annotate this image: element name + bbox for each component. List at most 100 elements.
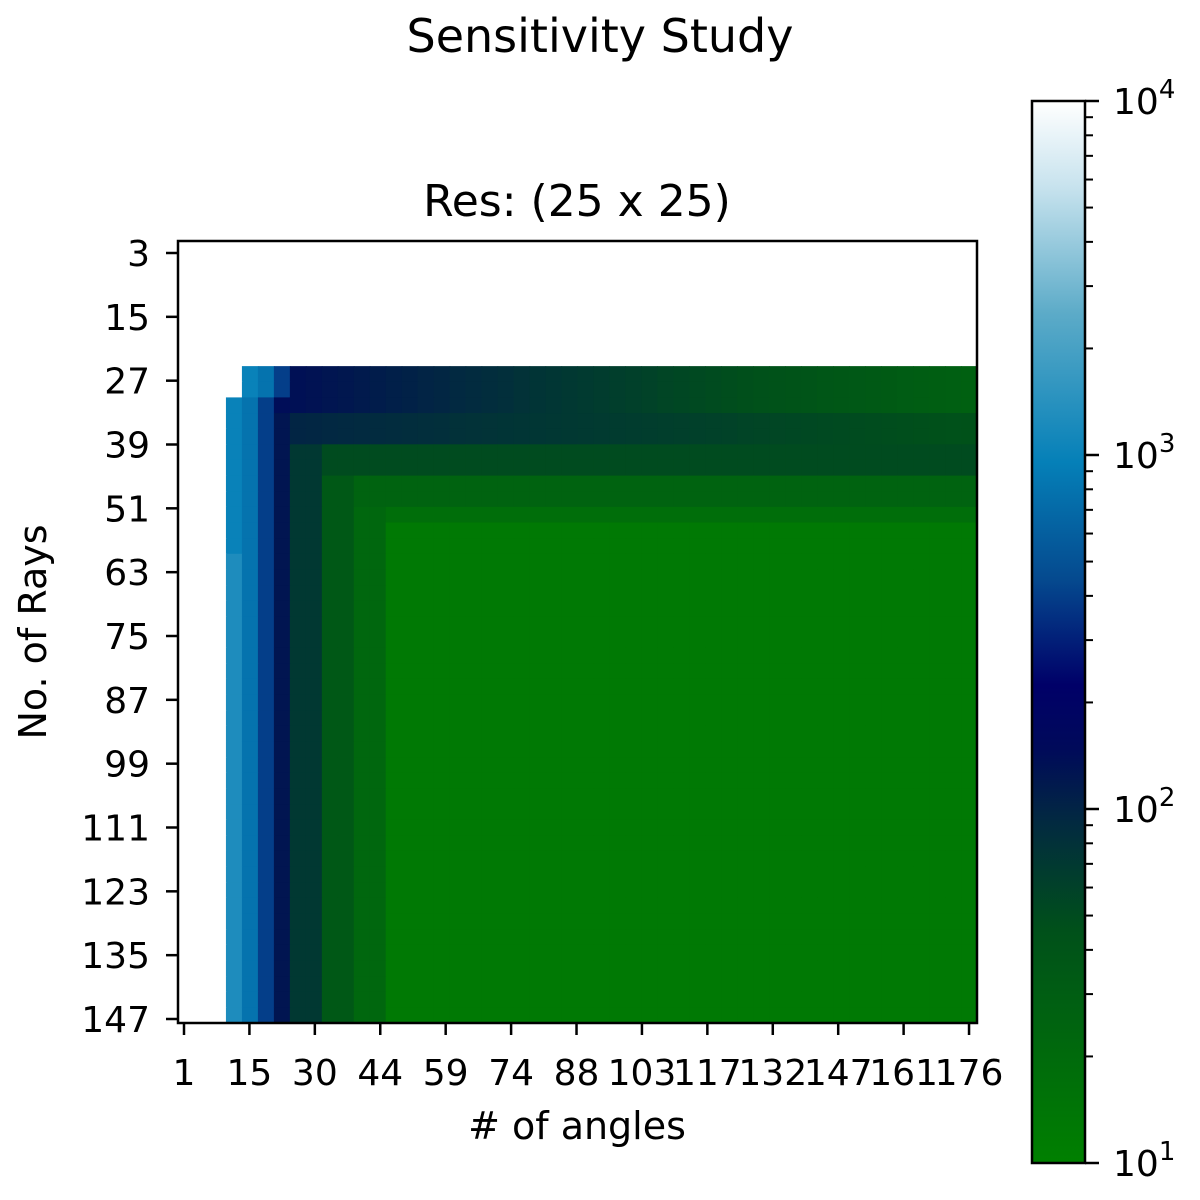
heatmap-cell xyxy=(769,835,786,852)
heatmap-cell xyxy=(657,600,674,617)
heatmap-cell xyxy=(241,569,259,586)
heatmap-cell xyxy=(593,882,611,899)
heatmap-cell xyxy=(513,459,531,477)
heatmap-cell xyxy=(273,475,291,492)
heatmap-cell xyxy=(401,569,419,586)
heatmap-cell xyxy=(961,991,977,1008)
heatmap-cell xyxy=(513,538,531,555)
heatmap-cell xyxy=(625,272,643,289)
heatmap-cell xyxy=(945,897,962,915)
heatmap-cell xyxy=(641,444,658,461)
heatmap-cell xyxy=(881,741,898,758)
heatmap-cell xyxy=(817,256,834,273)
heatmap-cell xyxy=(257,632,275,649)
heatmap-cell xyxy=(193,788,211,805)
heatmap-cell xyxy=(193,256,211,273)
heatmap-cell xyxy=(401,600,419,617)
heatmap-cell xyxy=(401,866,419,883)
heatmap-cell xyxy=(881,444,898,461)
heatmap-cell xyxy=(705,757,722,774)
heatmap-cell xyxy=(513,319,531,336)
heatmap-cell xyxy=(833,694,850,711)
heatmap-cell xyxy=(513,444,531,461)
heatmap-cell xyxy=(257,1007,275,1023)
heatmap-cell xyxy=(481,929,499,946)
heatmap-cell xyxy=(353,819,371,836)
heatmap-cell xyxy=(737,710,754,727)
heatmap-cell xyxy=(625,413,643,430)
heatmap-cell xyxy=(913,850,930,868)
heatmap-cell xyxy=(385,272,403,289)
heatmap-cell xyxy=(609,991,627,1008)
heatmap-cell xyxy=(289,303,307,320)
heatmap-cell xyxy=(881,303,898,320)
heatmap-cell xyxy=(785,913,802,930)
heatmap-cell xyxy=(945,600,962,617)
heatmap-cell xyxy=(193,991,211,1008)
heatmap-cell xyxy=(817,600,834,617)
heatmap-cell xyxy=(913,788,930,805)
heatmap-cell xyxy=(178,835,195,852)
heatmap-cell xyxy=(545,788,563,805)
heatmap-cell xyxy=(753,569,770,586)
heatmap-cell xyxy=(449,788,467,805)
heatmap-cell xyxy=(641,428,658,445)
heatmap-cell xyxy=(801,491,818,508)
heatmap-cell xyxy=(593,569,611,586)
heatmap-cell xyxy=(625,585,643,602)
heatmap-cell xyxy=(961,725,977,743)
heatmap-cell xyxy=(689,819,706,836)
heatmap-cell xyxy=(737,272,754,289)
heatmap-cell xyxy=(225,788,243,805)
heatmap-cell xyxy=(769,647,786,664)
heatmap-cell xyxy=(481,366,499,383)
heatmap-cell xyxy=(497,585,515,602)
heatmap-cell xyxy=(769,287,786,305)
heatmap-cell xyxy=(465,600,483,617)
heatmap-cell xyxy=(481,334,499,352)
heatmap-cell xyxy=(769,413,786,430)
heatmap-cell xyxy=(401,1007,419,1023)
colorbar-tick-label: 104 xyxy=(1113,75,1175,123)
heatmap-cell xyxy=(449,428,467,445)
heatmap-cell xyxy=(337,678,355,696)
heatmap-cell xyxy=(673,835,690,852)
heatmap-cell xyxy=(481,413,499,430)
heatmap-cell xyxy=(609,319,627,336)
heatmap-cell xyxy=(897,632,914,649)
heatmap-cell xyxy=(545,413,563,430)
heatmap-cell xyxy=(849,866,866,883)
heatmap-cell xyxy=(497,287,515,305)
heatmap-cell xyxy=(417,632,435,649)
heatmap-cell xyxy=(753,459,770,477)
heatmap-cell xyxy=(178,678,195,696)
heatmap-cell xyxy=(561,772,579,789)
heatmap-cell xyxy=(897,944,914,962)
heatmap-cell xyxy=(305,303,323,320)
heatmap-cell xyxy=(865,272,882,289)
heatmap-cell xyxy=(689,287,706,305)
heatmap-cell xyxy=(513,710,531,727)
heatmap-cell xyxy=(497,256,515,273)
heatmap-cell xyxy=(289,788,307,805)
heatmap-cell xyxy=(913,1007,930,1023)
heatmap-cell xyxy=(305,381,323,398)
x-tick-label: 59 xyxy=(423,1053,469,1094)
heatmap-cell xyxy=(513,866,531,883)
heatmap-cell xyxy=(657,272,674,289)
heatmap-cell xyxy=(497,381,515,398)
heatmap-cell xyxy=(433,913,451,930)
heatmap-cell xyxy=(929,929,946,946)
heatmap-cell xyxy=(193,897,211,915)
heatmap-cell xyxy=(881,287,898,305)
heatmap-cell xyxy=(289,882,307,899)
heatmap-cell xyxy=(369,475,387,492)
heatmap-cell xyxy=(353,991,371,1008)
heatmap-cell xyxy=(273,835,291,852)
heatmap-cell xyxy=(849,319,866,336)
heatmap-cell xyxy=(849,475,866,492)
heatmap-cell xyxy=(929,553,946,571)
heatmap-cell xyxy=(257,882,275,899)
heatmap-cell xyxy=(561,256,579,273)
heatmap-cell xyxy=(769,819,786,836)
